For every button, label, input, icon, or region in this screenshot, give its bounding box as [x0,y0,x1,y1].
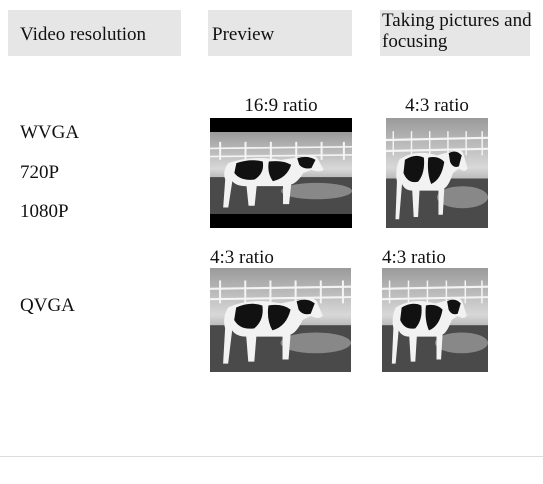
resolution: 720P [20,162,60,183]
capture-image [386,118,488,228]
ratio-label: 4:3 ratio [382,247,446,268]
header-text: Video resolution [20,24,147,45]
header-cell [208,10,352,56]
resolution: QVGA [20,295,75,316]
resolution: 1080P [20,201,69,222]
ratio-label: 4:3 ratio [210,247,274,268]
header-cell [380,10,530,56]
header-cell [8,10,181,56]
ratio-label: 4:3 ratio [405,95,469,116]
preview-image [210,268,351,372]
header-text: Taking pictures and focusing [382,10,532,52]
rule [0,456,543,457]
capture-image [382,268,488,372]
header-text: Preview [212,24,275,45]
preview-image [210,118,352,228]
resolution: WVGA [20,122,80,143]
ratio-label: 16:9 ratio [244,95,318,116]
